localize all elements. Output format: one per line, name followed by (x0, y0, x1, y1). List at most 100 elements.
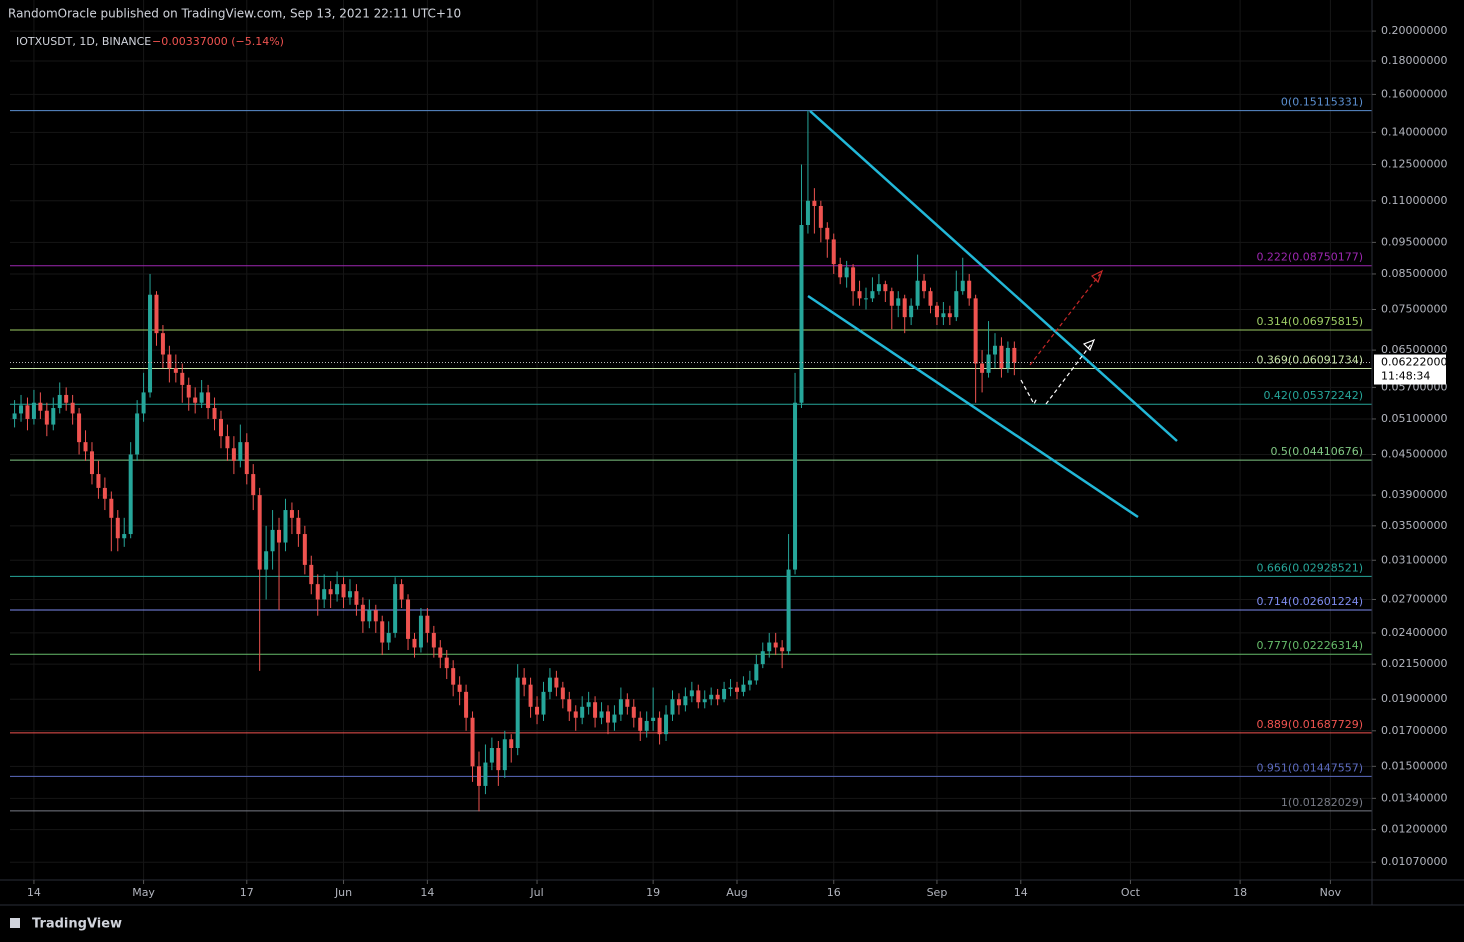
candle-body (992, 345, 997, 355)
candle-body (728, 687, 733, 689)
candle-body (947, 313, 952, 318)
candle-body (941, 313, 946, 318)
fib-level-label: 1(0.01282029) (1281, 796, 1363, 809)
candle-body (999, 345, 1004, 369)
candle-body (464, 691, 469, 718)
candle-body (483, 762, 488, 786)
candle-body (509, 739, 514, 749)
candle-body (154, 294, 159, 334)
candle-body (173, 368, 178, 373)
y-tick-label: 0.04500000 (1381, 447, 1447, 460)
candle-body (393, 584, 398, 633)
candle-body (825, 227, 830, 240)
candle-body (902, 298, 907, 318)
candle-body (915, 280, 920, 306)
candle-body (102, 487, 107, 499)
candle-body (793, 402, 798, 570)
candle-body (25, 405, 30, 419)
candle-body (541, 691, 546, 715)
candle-body (283, 510, 288, 543)
candle-body (573, 711, 578, 718)
candle-body (883, 284, 888, 292)
candle-body (967, 280, 972, 299)
candle-body (767, 642, 772, 652)
fib-level-label: 0.314(0.06975815) (1256, 315, 1363, 328)
candle-body (928, 291, 933, 306)
candle-body (522, 677, 527, 685)
candle-body (199, 392, 204, 403)
candle-body (212, 408, 217, 419)
candle-body (605, 711, 610, 723)
candle-body (251, 474, 256, 496)
candle-body (225, 436, 230, 449)
candle-body (780, 647, 785, 652)
fib-level-label: 0.42(0.05372242) (1263, 389, 1363, 402)
candle-body (741, 684, 746, 692)
y-tick-label: 0.01700000 (1381, 724, 1447, 737)
candle-body (264, 551, 269, 570)
countdown: 11:48:34 (1381, 370, 1430, 383)
candle-body (631, 706, 636, 718)
candle-body (180, 372, 185, 385)
candle-body (70, 402, 75, 414)
candle-body (399, 584, 404, 600)
last-price-box (1374, 354, 1446, 385)
x-tick-label: 14 (420, 886, 434, 899)
y-tick-label: 0.14000000 (1381, 125, 1447, 138)
candle-body (567, 699, 572, 712)
candle-body (722, 688, 727, 700)
x-tick-label: 19 (646, 886, 660, 899)
x-tick-label: 18 (1233, 886, 1247, 899)
candle-body (980, 363, 985, 373)
candle-body (231, 448, 236, 461)
candle-body (638, 717, 643, 731)
x-tick-label: Aug (726, 886, 747, 899)
footer-logo: TradingView (10, 917, 122, 932)
candle-body (805, 200, 810, 226)
candle-body (412, 638, 417, 648)
candle-body (599, 711, 604, 718)
fib-level-label: 0.369(0.06091734) (1256, 354, 1363, 367)
candle-body (470, 717, 475, 767)
candle-body (451, 668, 456, 685)
candle-body (973, 298, 978, 364)
candle-body (593, 702, 598, 718)
y-tick-label: 0.05100000 (1381, 412, 1447, 425)
fib-level-label: 0.777(0.02226314) (1256, 639, 1363, 652)
path-arrow-alt (1029, 273, 1101, 366)
candle-body (367, 610, 372, 622)
y-tick-label: 0.06500000 (1381, 343, 1447, 356)
y-tick-label: 0.01500000 (1381, 759, 1447, 772)
candle-body (31, 402, 36, 419)
candle-body (373, 610, 378, 622)
y-tick-label: 0.01070000 (1381, 855, 1447, 868)
candle-body (702, 699, 707, 703)
fib-level-label: 0.666(0.02928521) (1256, 561, 1363, 574)
y-tick-label: 0.01900000 (1381, 692, 1447, 705)
candle-body (341, 584, 346, 598)
x-tick-label: May (132, 886, 155, 899)
x-tick-label: Nov (1320, 886, 1342, 899)
y-tick-label: 0.02700000 (1381, 592, 1447, 605)
candle-body (148, 294, 153, 393)
candle-body (760, 651, 765, 665)
candle-body (115, 517, 120, 539)
x-tick-label: Jun (334, 886, 352, 899)
candle-body (664, 714, 669, 735)
axes: 0.20000000 0.18000000 0.16000000 0.14000000… (0, 0, 1464, 906)
candle-body (709, 694, 714, 700)
candle-body (535, 706, 540, 715)
y-tick-label: 0.12500000 (1381, 157, 1447, 170)
candle-body (838, 264, 843, 278)
candle-body (547, 677, 552, 692)
candle-body (1012, 347, 1017, 363)
published-line: RandomOracle published on TradingView.co… (8, 7, 461, 21)
candle-body (270, 529, 275, 552)
candle-body (167, 354, 172, 369)
y-tick-label: 0.03500000 (1381, 519, 1447, 532)
y-tick-label: 0.02150000 (1381, 657, 1447, 670)
x-tick-label: Jul (529, 886, 543, 899)
y-tick-label: 0.02400000 (1381, 626, 1447, 639)
candle-body (335, 584, 340, 595)
candle-body (302, 534, 307, 565)
